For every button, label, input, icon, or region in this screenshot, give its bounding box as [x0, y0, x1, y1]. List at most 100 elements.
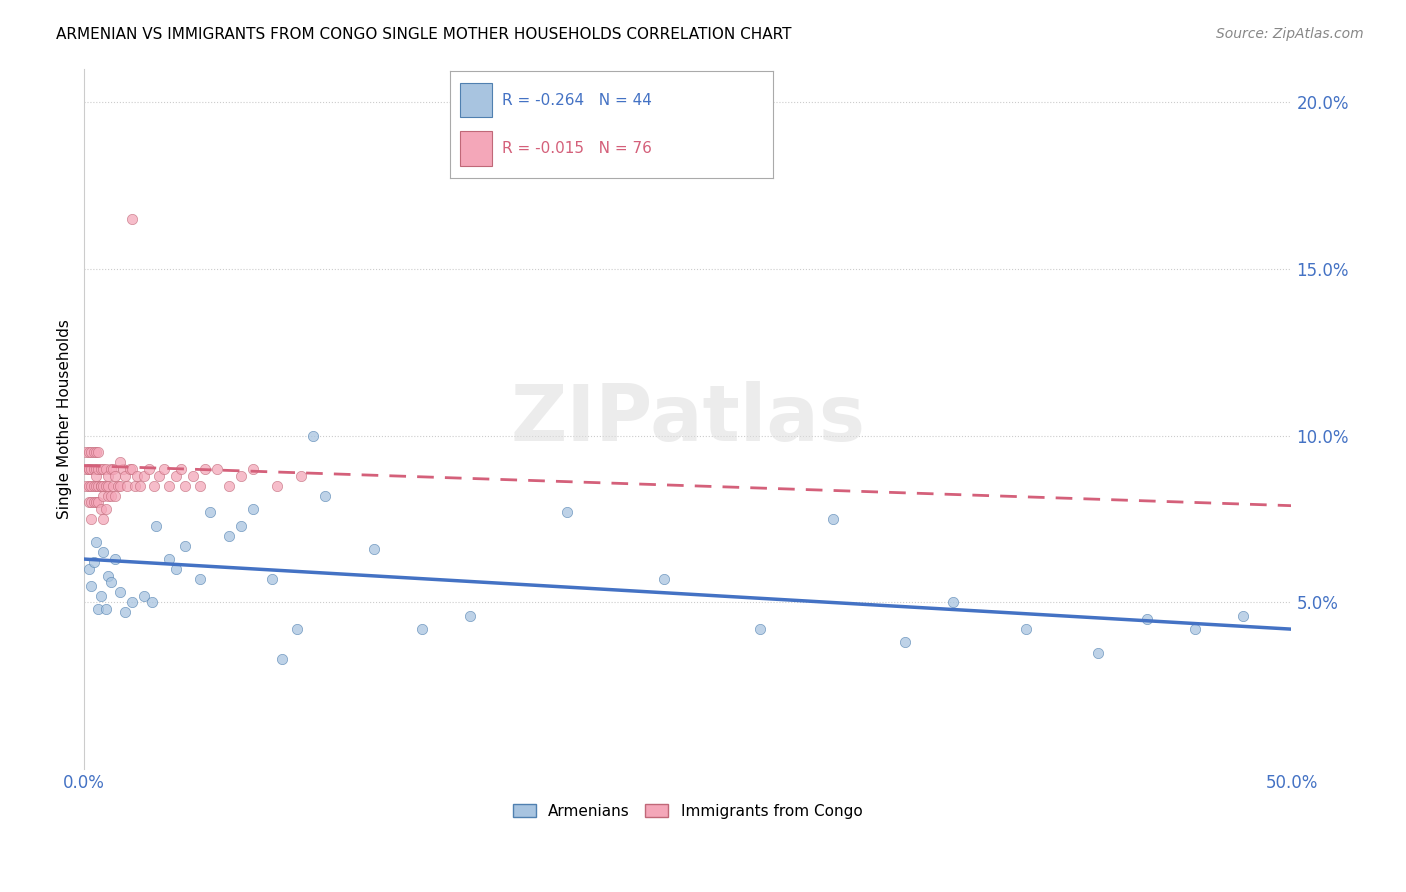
Point	[108, 478, 131, 492]
Text: R = -0.015   N = 76: R = -0.015 N = 76	[502, 141, 651, 156]
Point	[87, 495, 110, 509]
Point	[77, 462, 100, 476]
Point	[77, 445, 100, 459]
Text: Source: ZipAtlas.com: Source: ZipAtlas.com	[1216, 27, 1364, 41]
Point	[87, 478, 110, 492]
Point	[91, 545, 114, 559]
Point	[80, 495, 103, 509]
Point	[194, 462, 217, 476]
Point	[84, 468, 107, 483]
Point	[118, 462, 141, 476]
Point	[100, 462, 122, 476]
Point	[77, 495, 100, 509]
Point	[242, 502, 264, 516]
Point	[83, 462, 105, 476]
Point	[91, 478, 114, 492]
Point	[83, 478, 105, 492]
Point	[117, 478, 139, 492]
Point	[90, 478, 112, 492]
Point	[652, 572, 675, 586]
Point	[80, 478, 103, 492]
Point	[411, 622, 433, 636]
Point	[271, 652, 294, 666]
Point	[84, 495, 107, 509]
Point	[134, 468, 156, 483]
Point	[290, 468, 312, 483]
FancyBboxPatch shape	[460, 131, 492, 166]
Point	[100, 575, 122, 590]
Point	[121, 595, 143, 609]
Point	[127, 468, 149, 483]
Point	[218, 529, 240, 543]
Point	[749, 622, 772, 636]
Point	[165, 468, 187, 483]
Point	[87, 445, 110, 459]
Point	[101, 462, 124, 476]
Point	[75, 478, 97, 492]
Point	[145, 518, 167, 533]
Point	[97, 468, 120, 483]
Point	[134, 589, 156, 603]
Point	[90, 589, 112, 603]
Point	[80, 512, 103, 526]
Point	[111, 462, 134, 476]
Point	[97, 568, 120, 582]
Point	[1015, 622, 1038, 636]
Point	[188, 478, 211, 492]
Point	[84, 462, 107, 476]
Point	[821, 512, 844, 526]
Point	[104, 489, 127, 503]
Point	[152, 462, 174, 476]
Point	[141, 595, 163, 609]
Point	[121, 211, 143, 226]
Point	[460, 608, 482, 623]
Point	[143, 478, 166, 492]
Point	[148, 468, 170, 483]
Point	[91, 512, 114, 526]
Point	[87, 602, 110, 616]
Point	[174, 539, 197, 553]
Point	[97, 478, 120, 492]
Point	[84, 478, 107, 492]
Text: ARMENIAN VS IMMIGRANTS FROM CONGO SINGLE MOTHER HOUSEHOLDS CORRELATION CHART: ARMENIAN VS IMMIGRANTS FROM CONGO SINGLE…	[56, 27, 792, 42]
Point	[188, 572, 211, 586]
Point	[94, 502, 117, 516]
Point	[101, 478, 124, 492]
Point	[121, 462, 143, 476]
Point	[157, 552, 180, 566]
Point	[91, 489, 114, 503]
Y-axis label: Single Mother Households: Single Mother Households	[58, 319, 72, 519]
Point	[266, 478, 288, 492]
Point	[107, 478, 129, 492]
Point	[83, 555, 105, 569]
Point	[174, 478, 197, 492]
Point	[108, 585, 131, 599]
Legend: Armenians, Immigrants from Congo: Armenians, Immigrants from Congo	[508, 797, 869, 825]
Point	[90, 502, 112, 516]
Text: ZIPatlas: ZIPatlas	[510, 381, 865, 457]
Point	[75, 462, 97, 476]
Point	[80, 462, 103, 476]
Point	[77, 478, 100, 492]
Point	[77, 562, 100, 576]
Point	[181, 468, 204, 483]
Point	[285, 622, 308, 636]
Point	[75, 445, 97, 459]
Point	[83, 495, 105, 509]
Point	[97, 489, 120, 503]
Point	[114, 606, 136, 620]
Point	[90, 478, 112, 492]
Point	[363, 542, 385, 557]
Point	[1087, 646, 1109, 660]
Point	[87, 462, 110, 476]
Point	[80, 445, 103, 459]
Point	[108, 455, 131, 469]
Point	[90, 462, 112, 476]
Point	[104, 552, 127, 566]
Point	[229, 518, 252, 533]
Point	[80, 579, 103, 593]
Point	[94, 478, 117, 492]
Point	[165, 562, 187, 576]
Point	[94, 602, 117, 616]
Point	[242, 462, 264, 476]
